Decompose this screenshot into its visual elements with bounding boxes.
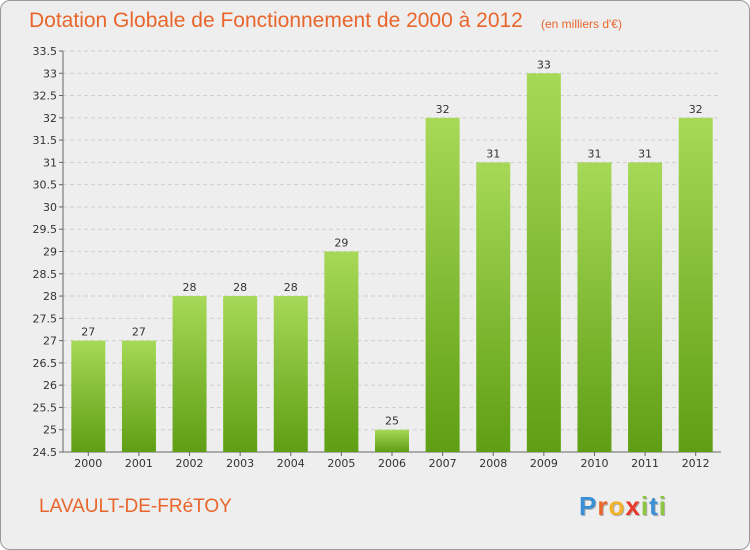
y-tick-label: 29 — [43, 246, 57, 259]
y-tick-label: 32.5 — [33, 90, 58, 103]
bar-value-label: 27 — [81, 326, 95, 339]
x-tick-label: 2000 — [74, 457, 102, 470]
bar-value-label: 28 — [284, 281, 298, 294]
chart-unit-label: (en milliers d'€) — [541, 17, 622, 31]
bar — [121, 340, 156, 452]
bar — [375, 429, 409, 452]
bar-value-label: 31 — [587, 147, 601, 160]
labels: 24.5 25 25.5 26 26.5 27 27.5 28 28.5 29 29.5 30 30.5… — [33, 45, 710, 470]
bar — [526, 73, 561, 453]
y-tick-label: 24.5 — [33, 446, 58, 459]
x-tick-label: 2002 — [176, 457, 204, 470]
y-tick-label: 27.5 — [33, 312, 58, 325]
logo-letter: t — [649, 491, 659, 521]
y-tick-label: 31 — [43, 156, 57, 169]
bar-value-label: 25 — [385, 415, 399, 428]
bar — [476, 162, 511, 452]
logo-letter: P — [579, 491, 598, 521]
logo-letter: x — [625, 491, 641, 521]
y-tick-label: 33.5 — [33, 45, 58, 58]
y-tick-label: 30.5 — [33, 179, 58, 192]
logo-letter: i — [640, 491, 650, 521]
y-tick-label: 27 — [43, 335, 57, 348]
bar — [223, 296, 258, 452]
x-tick-label: 2001 — [125, 457, 153, 470]
y-tick-label: 25.5 — [33, 401, 58, 414]
x-tick-label: 2004 — [277, 457, 305, 470]
y-tick-label: 32 — [43, 112, 57, 125]
bar-value-label: 28 — [183, 281, 197, 294]
bar-value-label: 33 — [537, 58, 551, 71]
y-tick-label: 30 — [43, 201, 57, 214]
y-tick-label: 33 — [43, 67, 57, 80]
y-tick-label: 25 — [43, 424, 57, 437]
x-tick-label: 2003 — [226, 457, 254, 470]
logo-letter: r — [597, 491, 609, 521]
bar — [324, 251, 359, 452]
x-tick-label: 2009 — [530, 457, 558, 470]
y-tick-label: 26 — [43, 379, 57, 392]
x-tick-label: 2010 — [580, 457, 608, 470]
bar — [678, 117, 713, 452]
x-tick-label: 2008 — [479, 457, 507, 470]
y-tick-label: 26.5 — [33, 357, 58, 370]
bar — [71, 340, 106, 452]
y-tick-label: 29.5 — [33, 223, 58, 236]
x-tick-label: 2007 — [429, 457, 457, 470]
bars — [71, 73, 713, 453]
bar — [628, 162, 663, 452]
proxiti-logo: Proxiti — [579, 491, 667, 522]
bar-value-label: 31 — [638, 147, 652, 160]
chart-title: Dotation Globale de Fonctionnement de 20… — [29, 9, 523, 32]
y-tick-label: 28 — [43, 290, 57, 303]
grid-lines — [63, 50, 721, 453]
bar — [273, 296, 308, 452]
bar-value-label: 31 — [486, 147, 500, 160]
bar-value-label: 32 — [689, 103, 703, 116]
y-tick-label: 31.5 — [33, 134, 58, 147]
bar-value-label: 32 — [436, 103, 450, 116]
x-tick-label: 2005 — [327, 457, 355, 470]
commune-name: LAVAULT-DE-FRéTOY — [39, 496, 232, 517]
bar — [577, 162, 612, 452]
bar-value-label: 27 — [132, 326, 146, 339]
x-tick-label: 2006 — [378, 457, 406, 470]
bar-value-label: 29 — [334, 237, 348, 250]
x-tick-label: 2011 — [631, 457, 659, 470]
x-tick-label: 2012 — [682, 457, 710, 470]
bar-value-label: 28 — [233, 281, 247, 294]
bar — [172, 296, 207, 452]
logo-letter: i — [658, 491, 667, 521]
y-tick-label: 28.5 — [33, 268, 58, 281]
bar — [425, 117, 460, 452]
logo-letter: o — [608, 491, 626, 521]
